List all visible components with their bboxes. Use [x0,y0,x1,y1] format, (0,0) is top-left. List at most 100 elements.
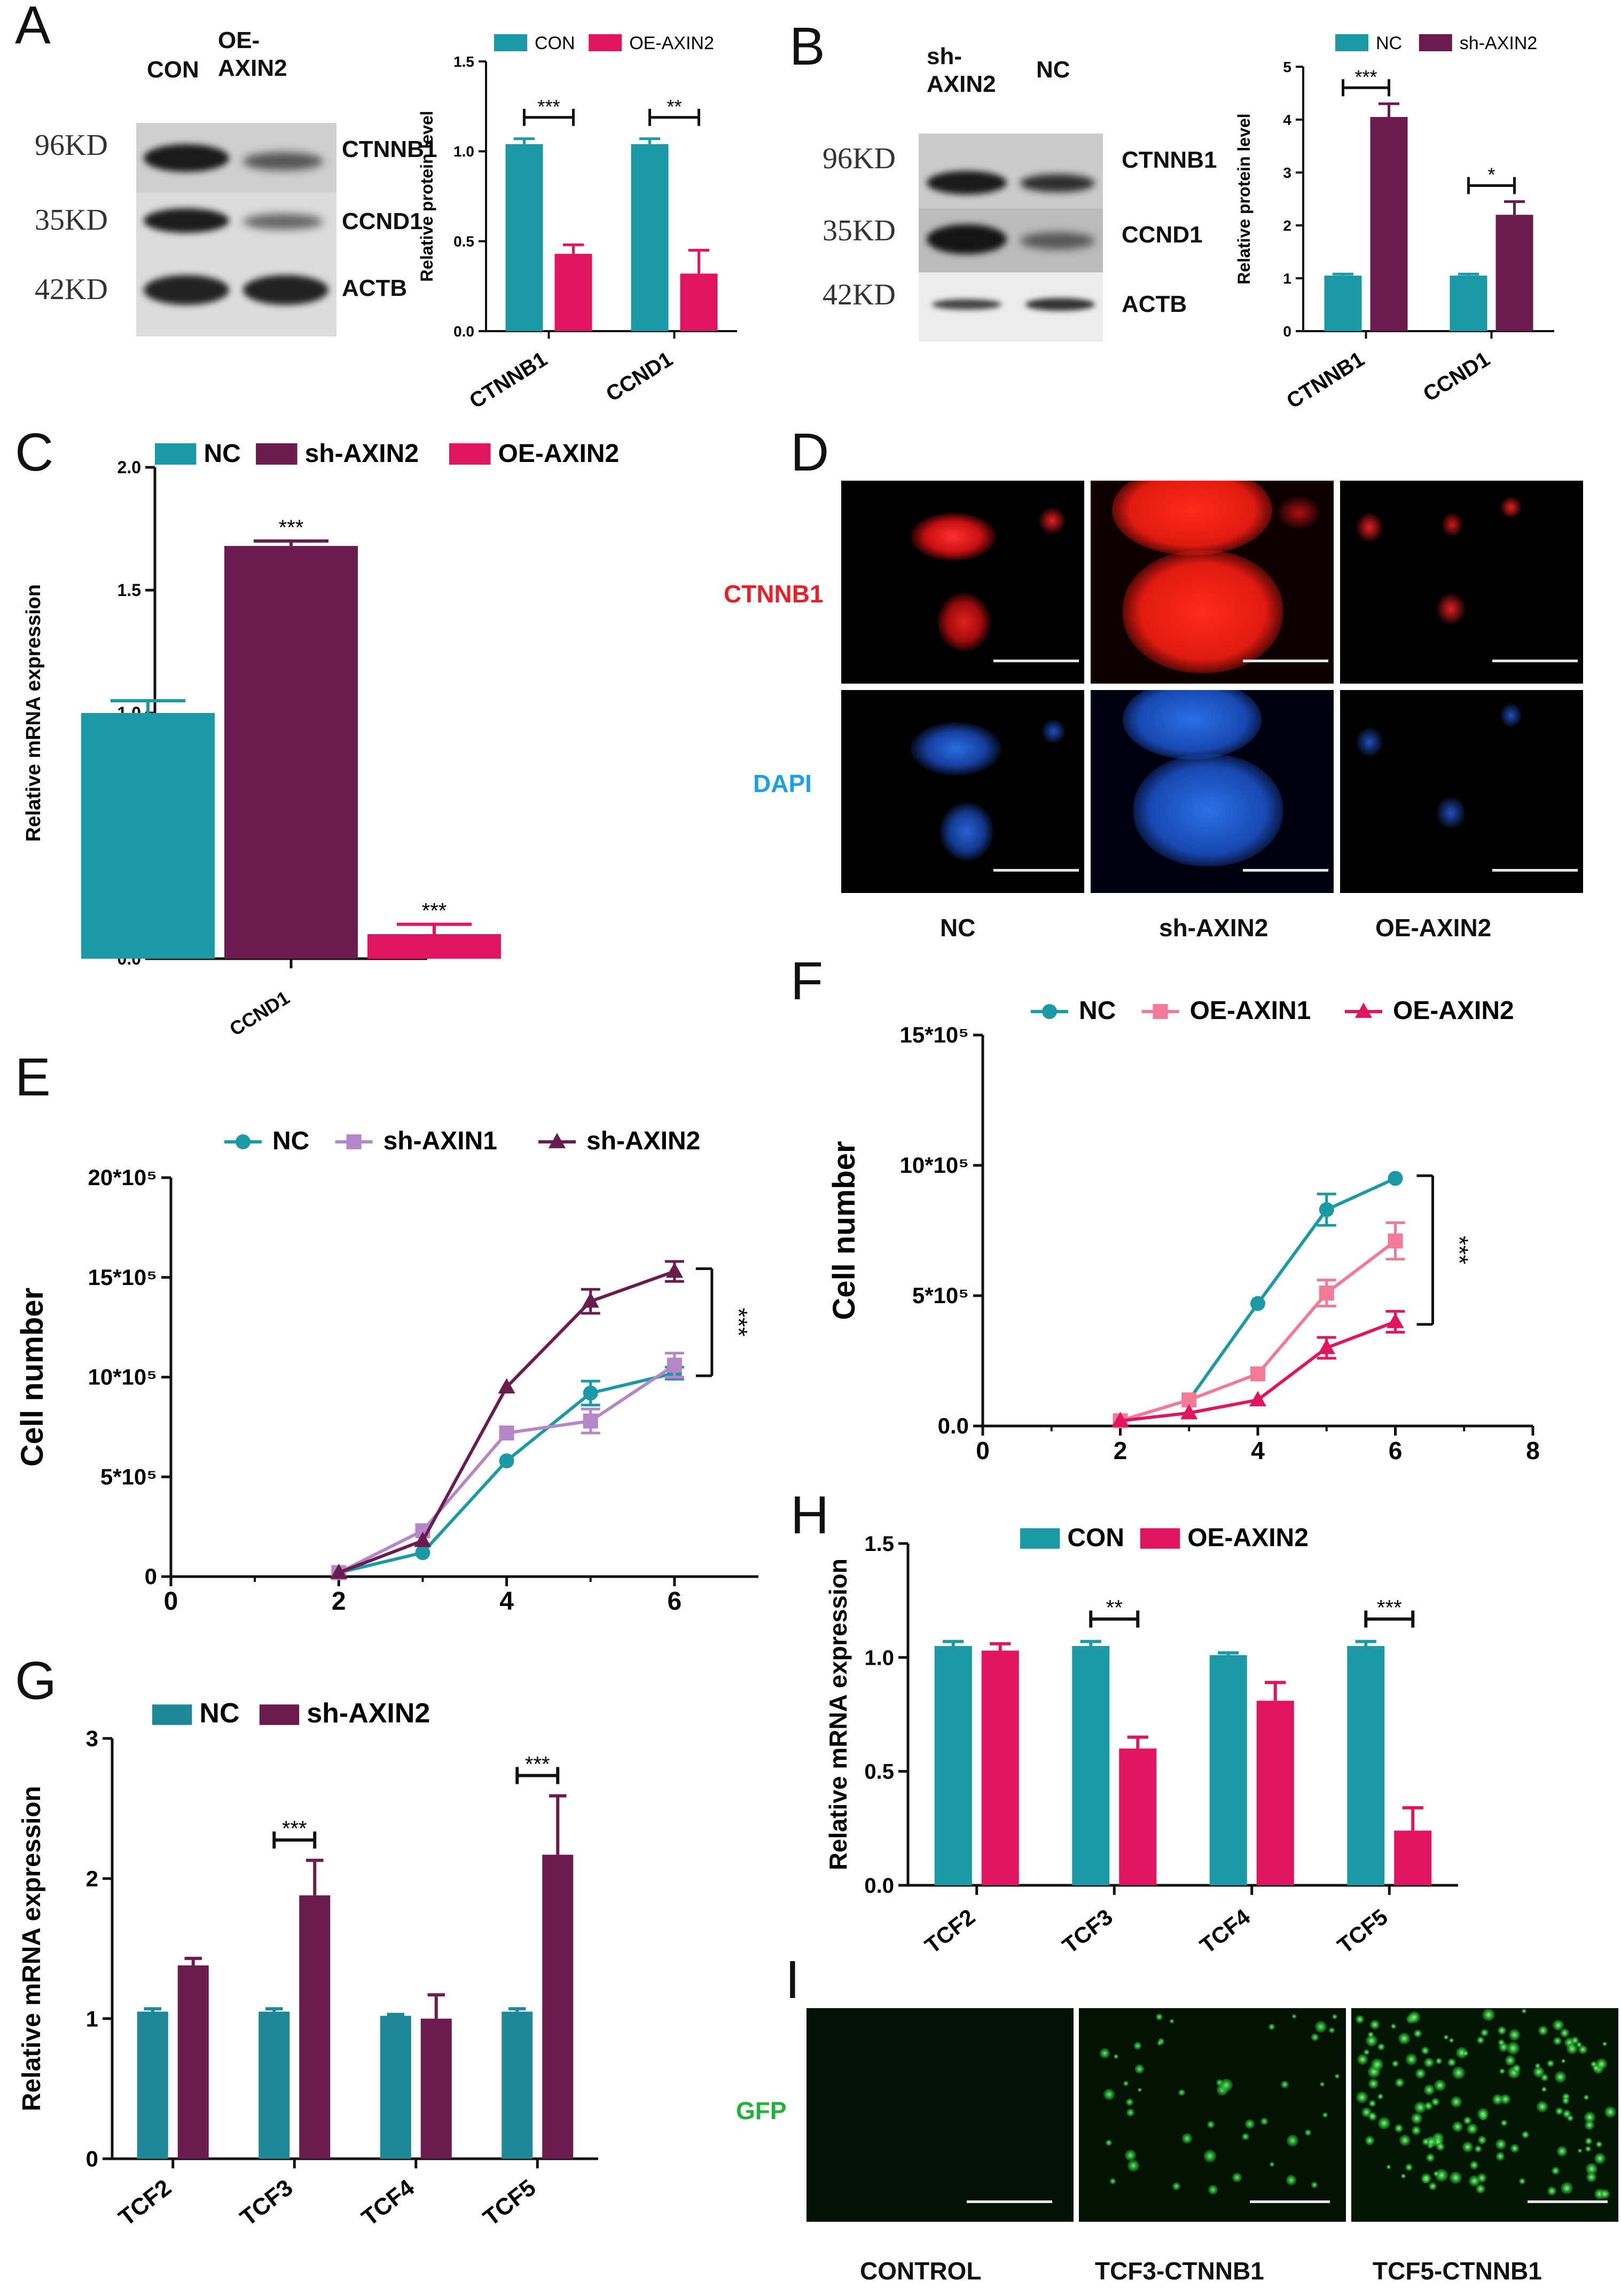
gfp-cell [1311,2033,1319,2041]
legend-label: OE-AXIN1 [1190,997,1311,1025]
gfp-cell [1595,2141,1602,2148]
gfp-cell [1512,2064,1521,2073]
gfp-cell [1208,2185,1218,2195]
gfp-cell [1600,2189,1610,2199]
significance-label: *** [1446,1236,1474,1265]
gfp-cell [1332,2013,1337,2019]
gfp-cell [1424,2102,1433,2110]
gfp-cell [1400,2173,1406,2179]
gfp-cell [1567,2115,1573,2122]
gfp-cell [1366,2034,1378,2047]
gfp-cell [1555,2107,1563,2115]
band [144,275,229,305]
bar [81,713,215,959]
data-point [1354,1002,1373,1018]
x-tick-label: TCF5 [1333,1904,1392,1958]
band [927,224,1007,254]
blot-image [136,123,336,336]
band [927,171,1007,194]
gfp-cell [1594,2153,1606,2164]
y-tick-label: 0.5 [864,1760,894,1784]
gfp-cell [1286,2175,1297,2185]
lane-label-sh-axin2: sh- AXIN2 [927,43,996,97]
gfp-cell [1510,2144,1520,2153]
legend-swatch [589,34,622,51]
gfp-cell [1414,2101,1426,2113]
scale-bar [993,660,1079,662]
gfp-cell [1334,2074,1340,2079]
gfp-cell [1127,2159,1139,2172]
y-tick-label: 1 [1283,270,1291,287]
gfp-cell [1105,2139,1113,2146]
micrograph-dapi-nc [841,690,1084,893]
bar [680,273,718,331]
gfp-cell [1475,2145,1482,2152]
data-point [1250,1296,1265,1311]
gfp-cell [1505,2055,1516,2066]
band-label-ccnd1: CCND1 [342,208,423,234]
x-tick-label: 6 [668,1587,682,1616]
bar [542,1854,574,2159]
gfp-cell [1463,2050,1468,2056]
legend-label: OE-AXIN2 [1393,997,1514,1025]
gfp-cell [1138,2088,1142,2093]
gfp-cell [1462,2141,1473,2152]
gfp-cell [1540,2073,1548,2081]
panel-e-line-chart: 0 5*10⁵ 10*10⁵ 15*10⁵ 20*10⁵ 0 2 4 6 Cell number *… [15,1127,758,1616]
y-tick-label: 5*10⁵ [912,1283,969,1308]
y-tick-label: 2 [86,1866,98,1891]
series-line [338,1364,676,1574]
data-point [583,1385,598,1401]
gfp-cell [1567,2043,1578,2055]
gfp-cell [1434,2171,1439,2176]
data-point [498,1378,515,1394]
gfp-cell [1123,2081,1129,2086]
gfp-cell [1244,2119,1255,2129]
panel-label-c: C [15,422,54,482]
gfp-cell [1470,2160,1479,2170]
x-tick-label: 2 [1114,1437,1127,1464]
panel-a-blot: CON OE- AXIN2 96KD 35KD 42KD CTNNB1 CCND… [32,21,437,336]
marker-42kd: 42KD [35,273,108,306]
gfp-cell [1369,2019,1380,2029]
gfp-cell [1398,2032,1410,2045]
legend-swatch [256,443,297,465]
data-point [236,1134,250,1149]
gfp-cell [1311,2182,1318,2188]
gfp-cell [1578,2148,1583,2153]
y-axis-label: Relative mRNA expression [22,584,45,842]
gfp-cell [1547,2059,1554,2067]
panel-label-g: G [15,1651,57,1711]
gfp-cell [1499,2068,1505,2074]
gfp-cell [1260,2117,1268,2125]
micrograph-gfp-control [806,2008,1074,2222]
legend-label: NC [204,440,241,468]
significance-label: *** [1354,66,1377,88]
band-label-ctnnb1: CTNNB1 [342,136,437,162]
gfp-cell [1477,2135,1487,2145]
x-tick-label: 2 [332,1587,346,1616]
band [1020,174,1095,192]
lane-label-oe-axin2: OE- AXIN2 [218,27,287,81]
data-point [1153,1004,1168,1019]
gfp-cell [1467,2123,1478,2135]
bar [1256,1701,1294,1885]
gfp-cell [1390,2024,1396,2029]
gfp-cell [1109,2178,1116,2184]
y-axis-label: Cell number [15,1288,50,1467]
col-label-tcf3-ctnnb1: TCF3-CTNNB1 [1095,2257,1264,2285]
gfp-cell [1501,2120,1507,2126]
gfp-cell [1268,2024,1275,2031]
significance-label: ** [1106,1596,1123,1619]
data-point [1319,1202,1334,1217]
gfp-cell [1476,2036,1484,2044]
row-label-gfp: GFP [736,2097,787,2125]
legend-label: sh-AXIN2 [586,1127,700,1155]
gfp-cell [1556,2146,1567,2157]
marker-35kd: 35KD [823,214,896,247]
x-tick-label: CCND1 [602,347,677,406]
gfp-cell [1269,2161,1274,2167]
micrograph-ctnnb1-sh-axin2 [1091,481,1334,684]
y-tick-label: 20*10⁵ [88,1165,157,1190]
